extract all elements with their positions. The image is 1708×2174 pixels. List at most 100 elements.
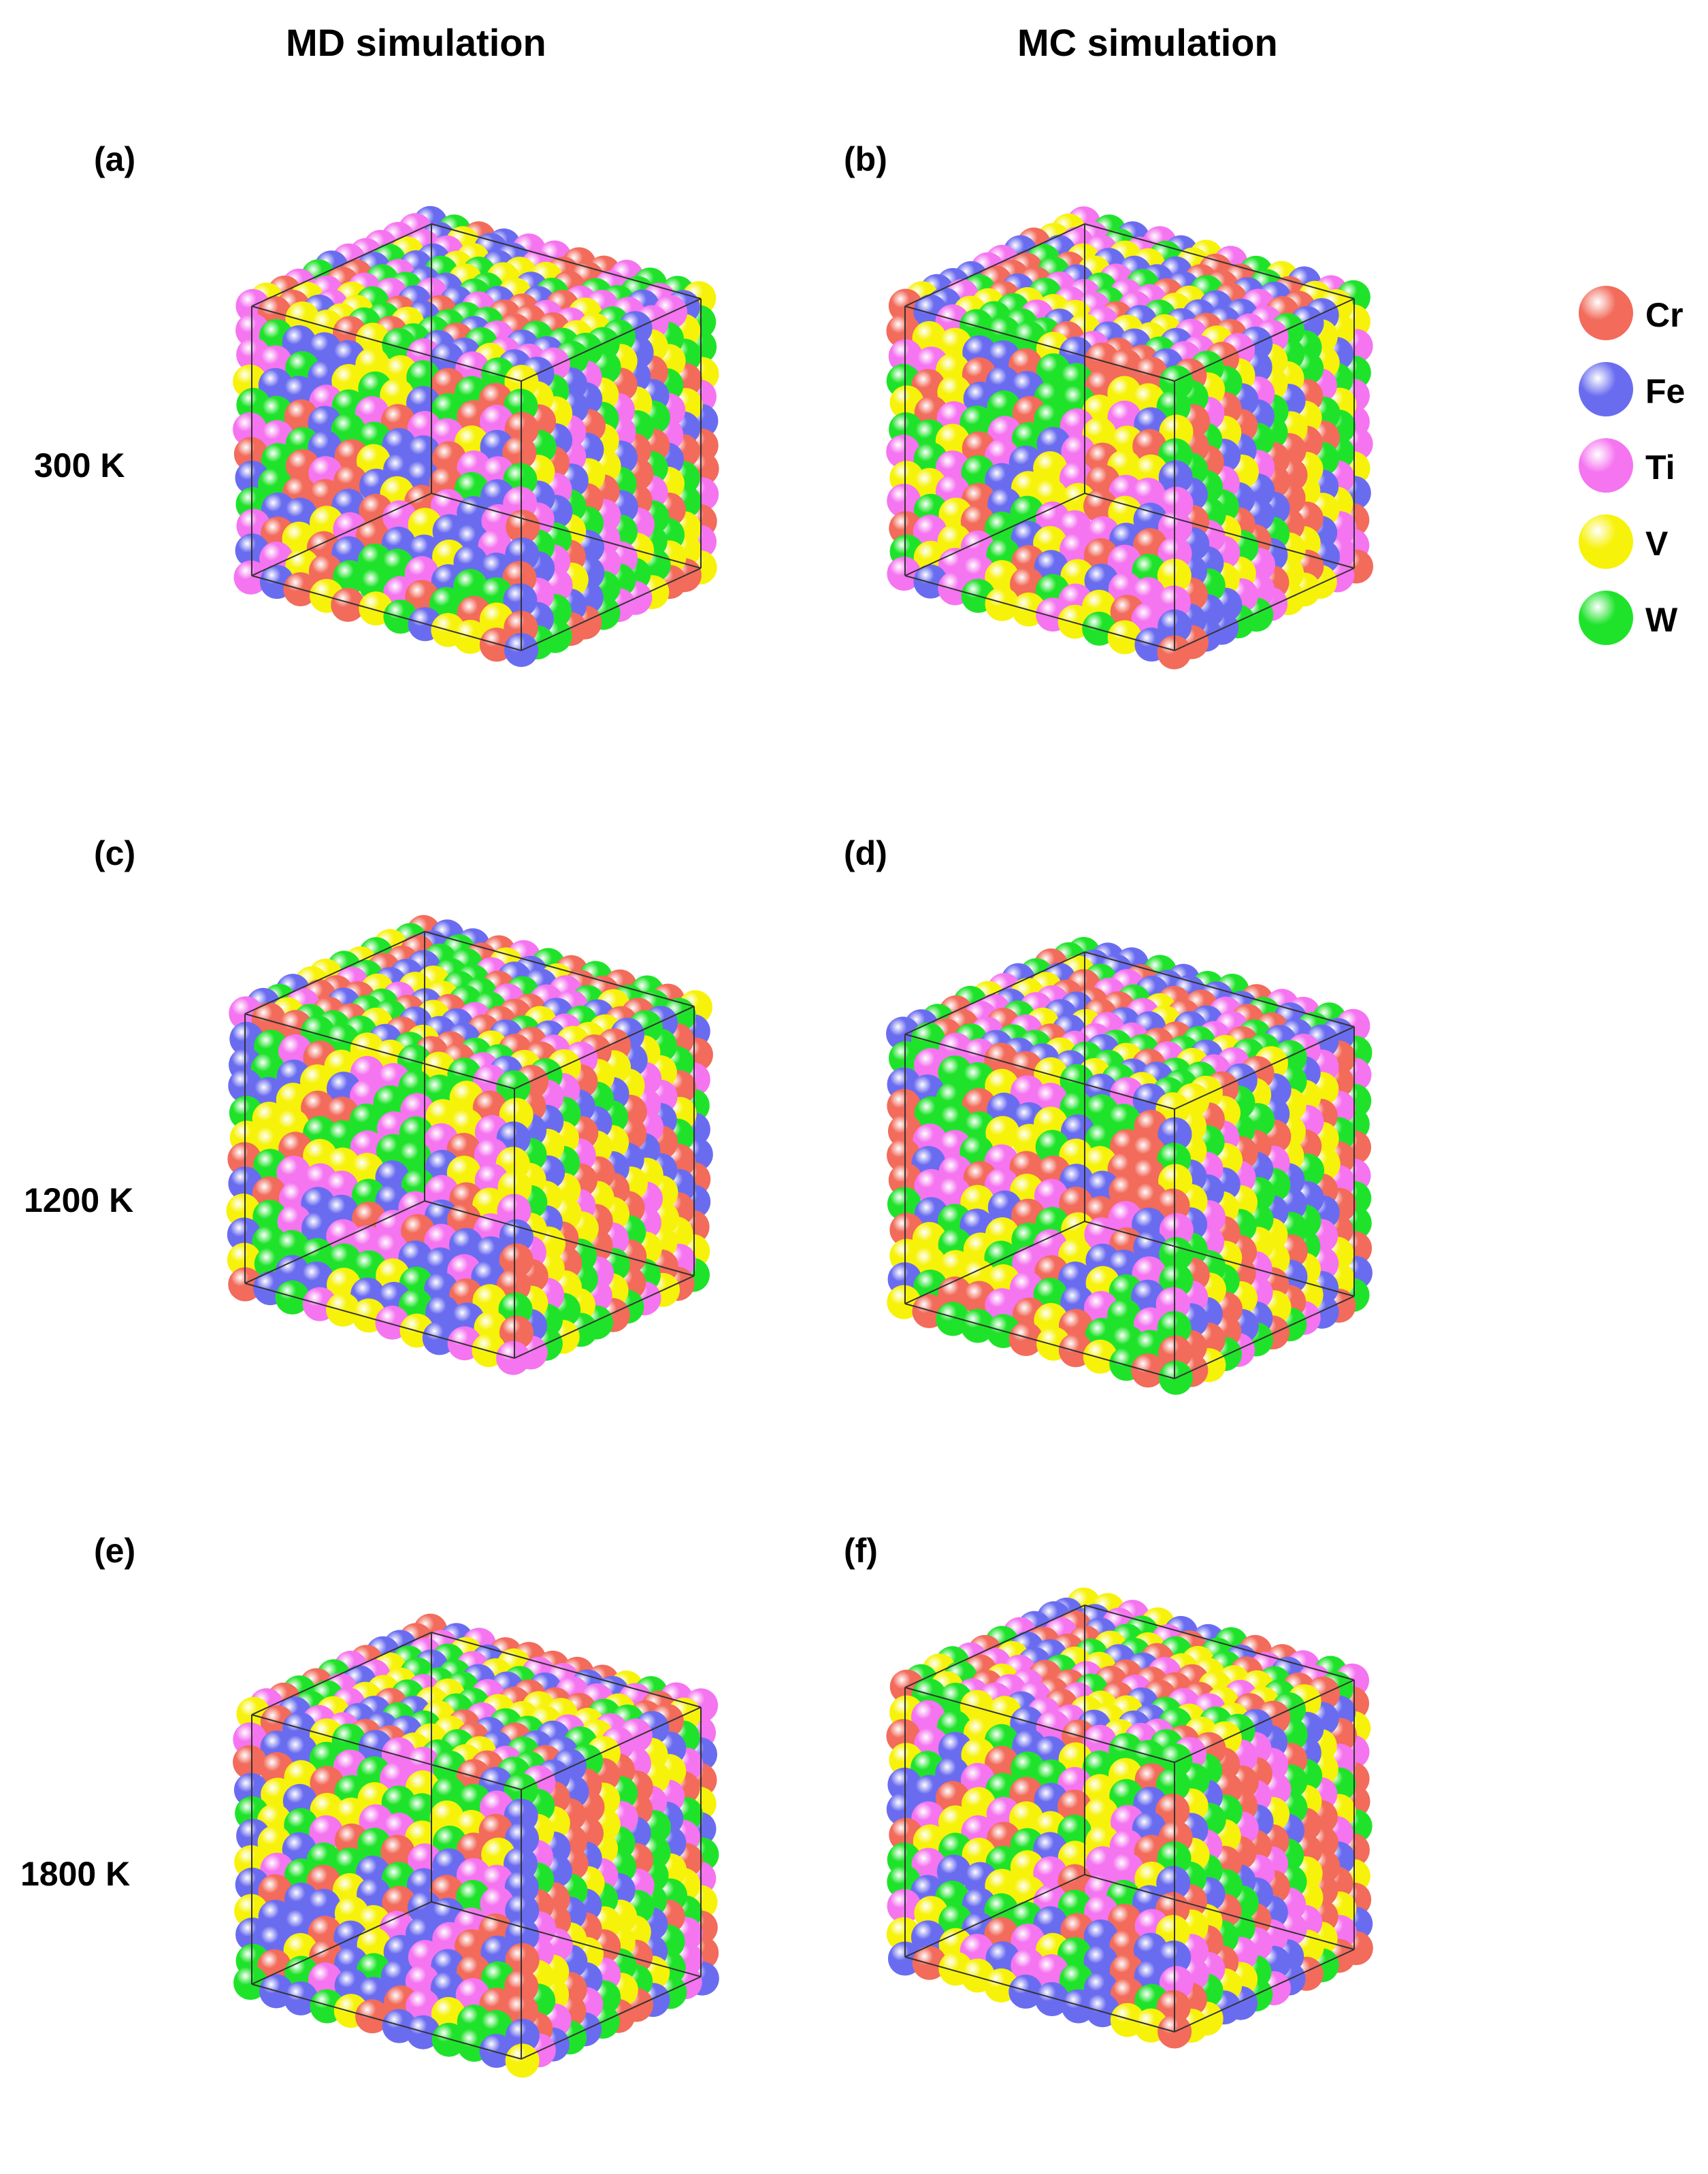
atom — [380, 1761, 414, 1796]
legend-label-v: V — [1645, 525, 1669, 563]
atom — [505, 1894, 540, 1928]
atom — [505, 2018, 540, 2053]
atom — [499, 1315, 533, 1350]
atom — [887, 1889, 921, 1924]
atom — [326, 1292, 361, 1327]
atom — [257, 1949, 291, 1983]
atom — [1131, 602, 1166, 637]
legend-label-w: W — [1645, 601, 1678, 639]
atom — [300, 1064, 334, 1099]
simulation-box — [904, 951, 1355, 1379]
atoms — [233, 1613, 719, 2078]
legend-item-v: V — [1579, 514, 1708, 576]
atom — [887, 557, 921, 591]
atom — [1156, 1866, 1191, 1900]
atom — [446, 1155, 481, 1190]
atom — [398, 1288, 433, 1323]
atom — [453, 544, 488, 579]
atom — [1159, 1237, 1194, 1272]
atom-cube-mc-1200k — [886, 937, 1373, 1395]
atom — [1083, 1919, 1118, 1954]
atom — [309, 1815, 344, 1849]
atom — [453, 569, 488, 604]
atom — [1057, 1864, 1092, 1898]
atom — [499, 1243, 533, 1278]
atom — [1131, 1353, 1166, 1388]
atom — [985, 587, 1019, 621]
atom — [257, 1924, 292, 1959]
atom — [887, 483, 921, 518]
atom — [1035, 1982, 1069, 2016]
atom — [228, 1267, 263, 1302]
atom — [447, 1203, 482, 1238]
atom — [1057, 1841, 1092, 1875]
legend-label-fe: Fe — [1645, 372, 1686, 410]
atom-cube-mc-1800k — [886, 1587, 1373, 2049]
simulation-box — [904, 1604, 1355, 2032]
atom — [985, 1868, 1019, 1903]
atom — [505, 1943, 540, 1977]
panel-label-c: (c) — [94, 834, 136, 872]
atom — [911, 1847, 946, 1882]
panel-label-b: (b) — [844, 140, 887, 178]
atom — [1156, 1990, 1191, 2024]
atom — [275, 1280, 310, 1315]
atom — [355, 1999, 390, 2034]
atom — [331, 364, 366, 398]
atoms — [886, 206, 1373, 670]
temperature-label-1800k: 1800 K — [20, 1855, 131, 1893]
atom — [1155, 1794, 1190, 1828]
atom — [357, 1927, 391, 1962]
legend-item-ti: Ti — [1579, 438, 1708, 499]
temperature-label-1200k: 1200 K — [24, 1181, 134, 1219]
atom — [1010, 495, 1045, 530]
atom — [331, 587, 365, 622]
atom — [503, 583, 538, 618]
atom — [1107, 400, 1142, 435]
atom — [1156, 585, 1191, 620]
atom — [380, 378, 414, 412]
atom — [308, 1962, 342, 1997]
atom — [331, 536, 366, 570]
atom — [479, 2034, 514, 2068]
atom — [1083, 1944, 1118, 1979]
atom — [1057, 1790, 1091, 1824]
atom — [1010, 567, 1045, 602]
atom — [984, 1917, 1019, 1951]
atom — [355, 396, 389, 431]
atom — [1008, 1975, 1043, 2009]
atom-cube-mc-300k — [886, 206, 1373, 670]
atom — [258, 1874, 293, 1909]
simulation-box — [251, 223, 702, 651]
atom — [308, 430, 342, 465]
atom — [283, 497, 317, 532]
atom — [1108, 1903, 1142, 1938]
md-simulation-header: MD simulation — [286, 21, 546, 64]
atom — [985, 1745, 1019, 1780]
ti-swatch — [1579, 438, 1633, 493]
atom — [985, 1288, 1019, 1323]
atom — [1158, 1164, 1193, 1198]
atom — [886, 314, 921, 348]
atom — [251, 1002, 286, 1037]
atom — [1134, 357, 1168, 391]
atom — [936, 450, 970, 485]
atom — [380, 1834, 415, 1869]
panel-label-e: (e) — [94, 1532, 136, 1570]
atom — [375, 1160, 410, 1195]
atom — [1083, 1339, 1117, 1374]
atom — [404, 556, 439, 591]
atom — [431, 2022, 466, 2057]
atom-cube-md-1200k — [226, 915, 713, 1375]
atom — [1107, 1298, 1141, 1333]
atom — [496, 1070, 531, 1104]
atom — [431, 489, 465, 523]
v-swatch — [1579, 514, 1633, 569]
atom — [505, 2043, 540, 2078]
panel-label-a: (a) — [94, 140, 136, 178]
panel-label-f: (f) — [844, 1532, 878, 1570]
atom — [912, 1945, 947, 1980]
atom — [912, 320, 947, 355]
atom — [911, 1920, 945, 1955]
atom — [333, 560, 367, 595]
